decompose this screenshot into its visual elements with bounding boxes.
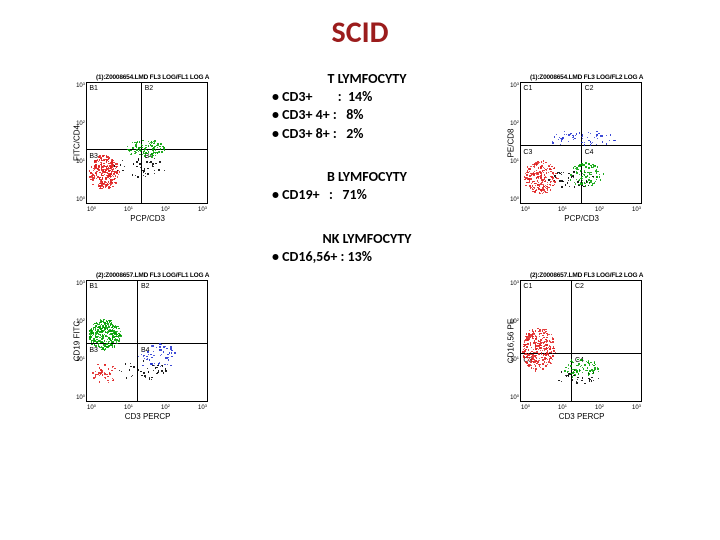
b-header: B LYMFOCYTY xyxy=(282,168,452,186)
x-ticks: 100101102103 xyxy=(521,207,641,213)
quadrant-label: C1 xyxy=(523,85,532,92)
quadrant-label: B3 xyxy=(89,347,98,354)
b-section: B LYMFOCYTY • CD19+ : 71% xyxy=(272,168,452,204)
quadrant-label: C2 xyxy=(575,283,584,290)
y-ticks: 100101102103 xyxy=(73,83,85,203)
nk-line-0: • CD16,56+ : 13% xyxy=(272,248,452,266)
plot-area: PE/CD8C1C2C3C4100101102103100101102103 xyxy=(520,82,642,204)
plot-area: CD16,56 PEC1C2C3C41001011021031001011021… xyxy=(520,280,642,402)
quadrant-label: C1 xyxy=(523,283,532,290)
b-line-0: • CD19+ : 71% xyxy=(272,186,452,204)
y-ticks: 100101102103 xyxy=(507,281,519,401)
t-line-0: • CD3+ : 14% xyxy=(272,88,452,106)
quadrant-label: B2 xyxy=(145,85,154,92)
scatter-plot-bl: (2):Z0008657.LMD FL3 LOG/FL1 LOG ACD19 F… xyxy=(86,272,209,421)
x-axis-label: PCP/CD3 xyxy=(86,214,209,223)
nk-section: NK LYMFOCYTY • CD16,56+ : 13% xyxy=(272,230,452,266)
page-title: SCID xyxy=(0,0,720,51)
t-line-2: • CD3+ 8+ : 2% xyxy=(272,125,452,143)
scatter-plot-br: (2):Z0008657.LMD FL3 LOG/FL2 LOG ACD16,5… xyxy=(520,272,643,421)
x-axis-label: PCP/CD3 xyxy=(520,214,643,223)
t-line-1: • CD3+ 4+ : 8% xyxy=(272,106,452,124)
scatter-plot-tl: (1):Z0008654.LMD FL3 LOG/FL1 LOG AFITC/C… xyxy=(86,74,209,223)
quadrant-label: C2 xyxy=(585,85,594,92)
plot-header: (1):Z0008654.LMD FL3 LOG/FL2 LOG A xyxy=(530,74,643,81)
t-header: T LYMFOCYTY xyxy=(282,70,452,88)
plot-area: CD19 FITCB1B2B3B410010110210310010110210… xyxy=(86,280,208,402)
x-ticks: 100101102103 xyxy=(87,405,207,411)
quadrant-label: C4 xyxy=(585,149,594,156)
x-ticks: 100101102103 xyxy=(87,207,207,213)
x-axis-label: CD3 PERCP xyxy=(86,412,209,421)
y-ticks: 100101102103 xyxy=(73,281,85,401)
quadrant-label: B1 xyxy=(89,283,98,290)
nk-header: NK LYMFOCYTY xyxy=(282,230,452,248)
quadrant-label: B2 xyxy=(141,283,150,290)
plot-area: FITC/CD4B1B2B3B4100101102103100101102103 xyxy=(86,82,208,204)
plot-header: (1):Z0008654.LMD FL3 LOG/FL1 LOG A xyxy=(96,74,209,81)
t-section: T LYMFOCYTY • CD3+ : 14% • CD3+ 4+ : 8% … xyxy=(272,70,452,143)
plot-header: (2):Z0008657.LMD FL3 LOG/FL2 LOG A xyxy=(530,272,643,279)
x-axis-label: CD3 PERCP xyxy=(520,412,643,421)
plot-header: (2):Z0008657.LMD FL3 LOG/FL1 LOG A xyxy=(96,272,209,279)
x-ticks: 100101102103 xyxy=(521,405,641,411)
y-ticks: 100101102103 xyxy=(507,83,519,203)
scatter-plot-tr: (1):Z0008654.LMD FL3 LOG/FL2 LOG APE/CD8… xyxy=(520,74,643,223)
quadrant-label: B1 xyxy=(89,85,98,92)
quadrant-label: C3 xyxy=(523,149,532,156)
